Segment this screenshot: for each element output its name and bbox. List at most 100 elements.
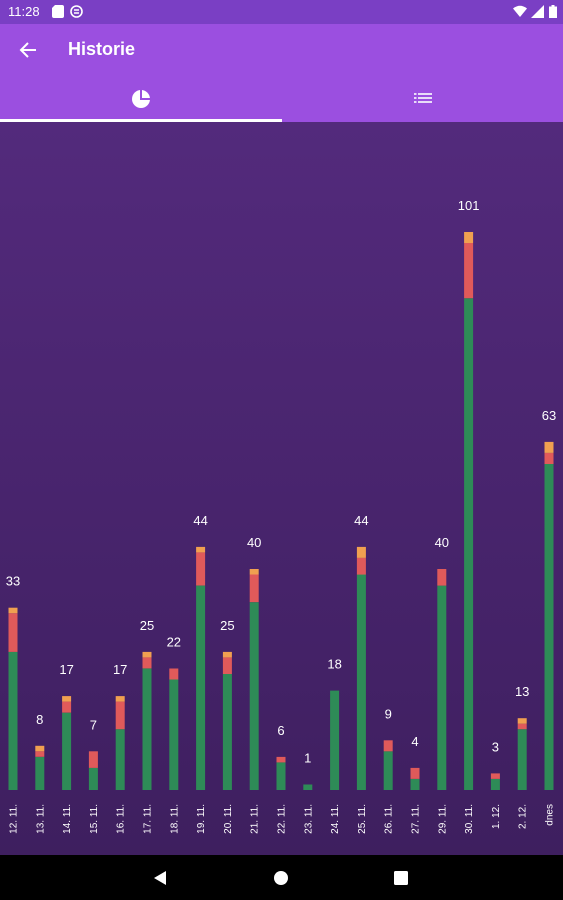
bar-value-label: 40 bbox=[247, 535, 261, 550]
system-nav-bar bbox=[0, 855, 563, 900]
page-title: Historie bbox=[68, 39, 136, 59]
back-button[interactable] bbox=[10, 30, 46, 70]
x-axis-label: 2. 12. bbox=[518, 804, 529, 829]
bar-segment bbox=[383, 740, 393, 752]
bar-segment bbox=[437, 585, 447, 790]
x-axis-label: 18. 11. bbox=[169, 804, 180, 834]
bar-segment bbox=[222, 674, 232, 790]
bar-segment bbox=[8, 607, 18, 614]
bar-segment bbox=[115, 729, 125, 790]
bar-segment bbox=[544, 441, 554, 453]
x-axis-label: 23. 11. bbox=[303, 804, 314, 834]
bar-segment bbox=[8, 651, 18, 790]
tab-bar bbox=[0, 76, 563, 122]
bar-segment bbox=[356, 574, 366, 790]
bar-value-label: 63 bbox=[542, 408, 556, 423]
x-axis-label: 26. 11. bbox=[384, 804, 395, 834]
x-axis-label: 22. 11. bbox=[277, 804, 288, 834]
bar-segment bbox=[276, 762, 286, 790]
bar-segment bbox=[196, 585, 206, 790]
bar-segment bbox=[62, 712, 72, 790]
bar-segment bbox=[222, 657, 232, 674]
bar-segment bbox=[88, 751, 98, 768]
x-axis-label: 27. 11. bbox=[411, 804, 422, 834]
bar-segment bbox=[222, 651, 232, 658]
bar-segment bbox=[356, 558, 366, 575]
bar-segment bbox=[62, 701, 72, 713]
status-bar: 11:28 bbox=[0, 0, 563, 24]
bar-value-label: 8 bbox=[36, 712, 43, 727]
bar-segment bbox=[490, 773, 500, 779]
bar-segment bbox=[490, 779, 500, 790]
bar-segment bbox=[276, 756, 286, 763]
bar-segment bbox=[437, 569, 447, 586]
sd-card-icon bbox=[52, 5, 64, 18]
bar-value-label: 1 bbox=[304, 751, 311, 766]
tab-list[interactable] bbox=[282, 76, 563, 122]
bar-segment bbox=[464, 243, 474, 299]
bar-value-label: 22 bbox=[167, 635, 181, 650]
bar-segment bbox=[517, 723, 527, 730]
recents-nav-icon[interactable] bbox=[390, 867, 412, 889]
bar-segment bbox=[142, 651, 152, 658]
bar-value-label: 18 bbox=[327, 657, 341, 672]
status-time: 11:28 bbox=[8, 4, 40, 19]
bar-segment bbox=[356, 546, 366, 558]
bar-segment bbox=[249, 574, 259, 603]
bar-value-label: 44 bbox=[193, 513, 207, 528]
bar-segment bbox=[383, 751, 393, 790]
x-axis-label: 1. 12. bbox=[491, 804, 502, 829]
x-axis-label: 19. 11. bbox=[196, 804, 207, 834]
battery-icon bbox=[549, 5, 557, 18]
bar-value-label: 33 bbox=[6, 574, 20, 589]
bar-segment bbox=[35, 756, 45, 790]
bar-segment bbox=[464, 298, 474, 790]
bar-segment bbox=[544, 453, 554, 464]
tab-indicator bbox=[0, 119, 282, 122]
x-axis-label: 20. 11. bbox=[223, 804, 234, 834]
x-axis-label: 15. 11. bbox=[89, 804, 100, 834]
bar-segment bbox=[464, 232, 474, 243]
bar-segment bbox=[249, 602, 259, 790]
bar-segment bbox=[142, 668, 152, 790]
bar-segment bbox=[410, 767, 420, 779]
arrow-back-icon bbox=[19, 42, 36, 58]
bar-segment bbox=[8, 613, 18, 652]
x-axis-label: 25. 11. bbox=[357, 804, 368, 834]
x-axis-label: 16. 11. bbox=[116, 804, 127, 834]
bar-segment bbox=[115, 701, 125, 730]
bar-segment bbox=[544, 464, 554, 790]
sync-icon bbox=[70, 5, 83, 18]
x-axis-label: dnes bbox=[545, 804, 556, 826]
bar-value-label: 44 bbox=[354, 513, 368, 528]
wifi-icon bbox=[513, 5, 527, 17]
bar-segment bbox=[196, 546, 206, 553]
x-axis-label: 14. 11. bbox=[62, 804, 73, 834]
bar-value-label: 4 bbox=[411, 734, 418, 749]
home-nav-icon[interactable] bbox=[270, 867, 292, 889]
bar-value-label: 101 bbox=[458, 198, 480, 213]
x-axis-label: 29. 11. bbox=[437, 804, 448, 834]
chart-svg: 33 12. 11. 8 13. 11. 17 14. 11. 7 15. 11. 17 16. … bbox=[6, 198, 556, 834]
bar-segment bbox=[35, 745, 45, 752]
bar-value-label: 13 bbox=[515, 684, 529, 699]
back-nav-icon[interactable] bbox=[150, 867, 172, 889]
bar-segment bbox=[517, 729, 527, 790]
app-bar: Historie bbox=[0, 24, 563, 76]
bar-value-label: 7 bbox=[90, 717, 97, 732]
bar-segment bbox=[169, 668, 179, 680]
bar-value-label: 25 bbox=[140, 618, 154, 633]
bar-segment bbox=[142, 657, 152, 669]
history-chart: 33 12. 11. 8 13. 11. 17 14. 11. 7 15. 11. 17 16. … bbox=[0, 122, 563, 855]
bar-segment bbox=[35, 751, 45, 757]
x-axis-label: 30. 11. bbox=[464, 804, 475, 834]
x-axis-label: 21. 11. bbox=[250, 804, 261, 834]
list-icon bbox=[413, 93, 432, 103]
bar-segment bbox=[330, 690, 340, 790]
bar-segment bbox=[410, 779, 420, 790]
tab-chart[interactable] bbox=[0, 76, 281, 122]
bar-value-label: 9 bbox=[385, 706, 392, 721]
bar-value-label: 40 bbox=[435, 535, 449, 550]
x-axis-label: 24. 11. bbox=[330, 804, 341, 834]
bar-segment bbox=[62, 696, 72, 702]
